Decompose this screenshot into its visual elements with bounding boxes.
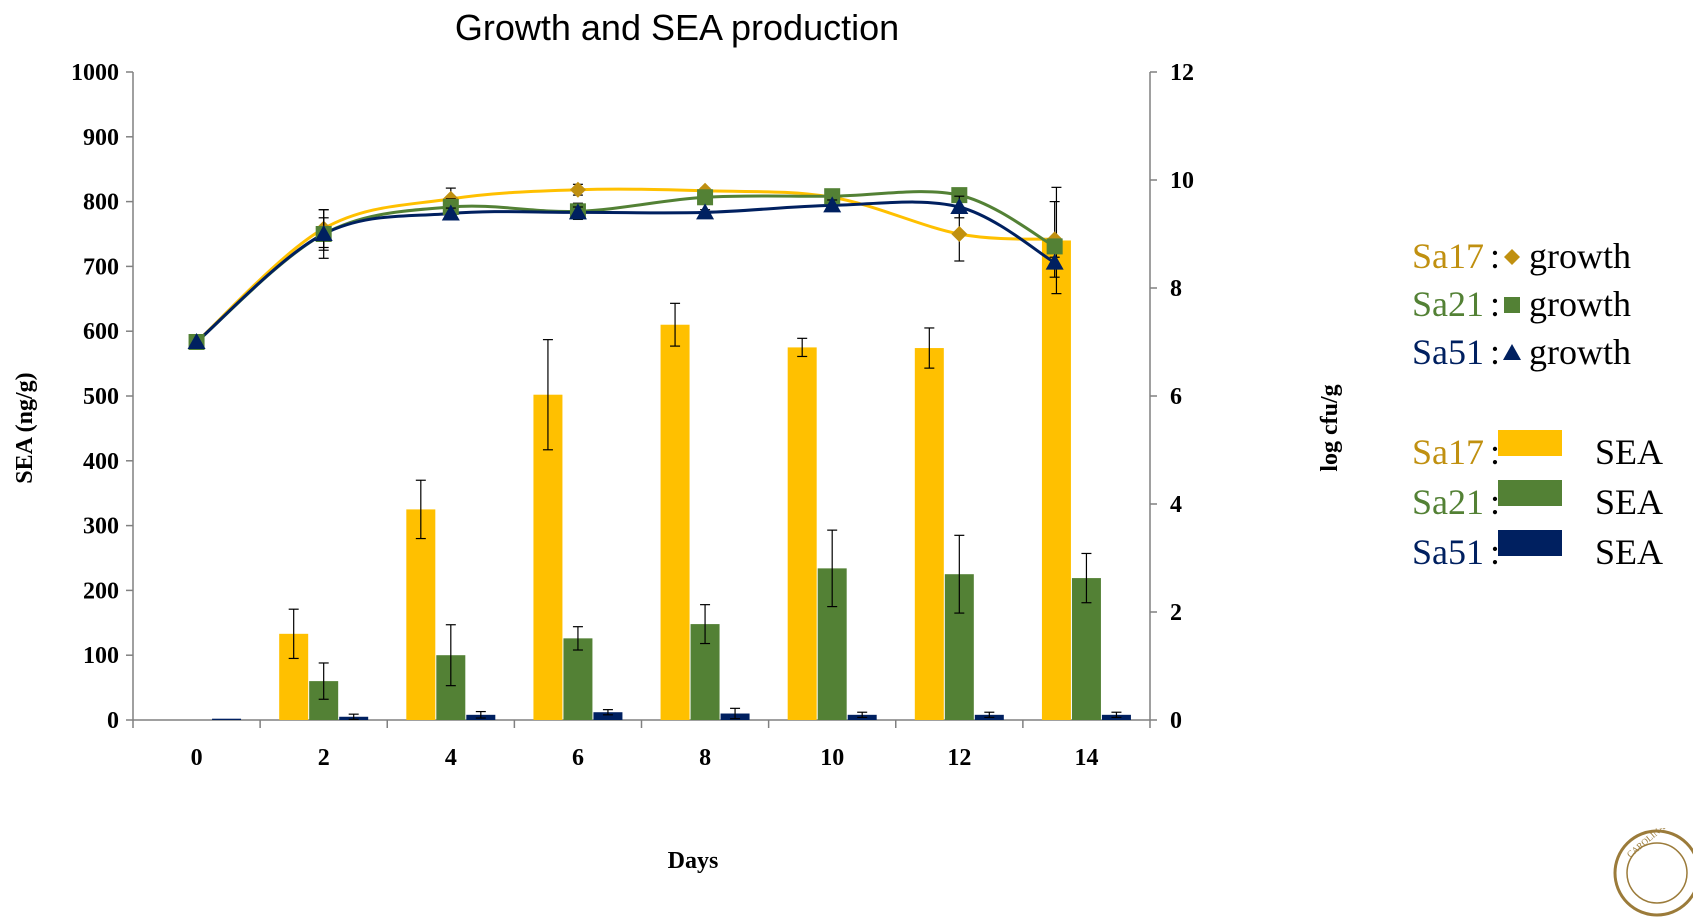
- growth-point-sa51-day13.5: [1045, 253, 1064, 270]
- y-tick-label: 800: [83, 190, 119, 216]
- y-tick-label: 600: [83, 319, 119, 345]
- y-tick-label: 300: [83, 514, 119, 540]
- bar-sa17-day12: [914, 348, 944, 720]
- legend-sea-text: SEA: [1595, 482, 1663, 522]
- y-tick-label: 700: [83, 254, 119, 280]
- legend-growth-text: growth: [1529, 284, 1631, 324]
- x-tick-label: 12: [947, 745, 971, 771]
- legend-sea-name-sa17: Sa17: [1412, 432, 1484, 472]
- legend-growth-text: growth: [1529, 332, 1631, 372]
- x-tick-label: 6: [572, 745, 584, 771]
- growth-point-sa51-day8: [696, 203, 715, 220]
- x-axis-label: Days: [668, 848, 719, 874]
- legend-colon: :: [1490, 332, 1500, 372]
- bar-sa21-day6: [563, 638, 593, 720]
- growth-point-sa21-day13.5: [1046, 238, 1063, 255]
- x-tick-label: 10: [820, 745, 844, 771]
- legend-sea-name-sa51: Sa51: [1412, 532, 1484, 572]
- x-tick-label: 0: [191, 745, 203, 771]
- y-tick-label: 900: [83, 125, 119, 151]
- y2-tick-label: 12: [1170, 60, 1194, 86]
- y2-tick-label: 8: [1170, 276, 1182, 302]
- legend-sea-text: SEA: [1595, 532, 1663, 572]
- legend-growth-name-sa51: Sa51: [1412, 332, 1484, 372]
- y2-tick-label: 2: [1170, 600, 1182, 626]
- y2-tick-label: 6: [1170, 384, 1182, 410]
- growth-point-sa21-day12: [951, 187, 968, 204]
- growth-point-sa21-day8: [697, 189, 714, 206]
- growth-sea-chart: Growth and SEA production 01002003004005…: [12, 7, 1663, 874]
- y-axis-label: SEA (ng/g): [12, 372, 38, 483]
- bar-sa17-day8: [660, 324, 690, 720]
- x-tick-label: 4: [445, 745, 457, 771]
- growth-point-sa51-day12: [950, 198, 969, 214]
- y2-tick-label: 0: [1170, 708, 1182, 734]
- legend-sea-swatch-sa17: [1498, 430, 1562, 456]
- growth-point-sa51-day2: [314, 225, 333, 241]
- growth-point-sa17-day12: [951, 226, 968, 242]
- growth-line-sa21: [195, 190, 1056, 344]
- legend-colon: :: [1490, 236, 1500, 276]
- bar-sa17-day4: [406, 509, 436, 720]
- legend-growth-name-sa17: Sa17: [1412, 236, 1484, 276]
- legend-diamond-marker: [1504, 249, 1520, 265]
- bar-sa51-day0: [212, 718, 242, 720]
- chart-title: Growth and SEA production: [455, 7, 899, 48]
- bar-sa17-day10: [787, 347, 817, 720]
- plot-area: 0100200300400500600700800900100002468101…: [71, 60, 1194, 771]
- legend-sea-name-sa21: Sa21: [1412, 482, 1484, 522]
- growth-point-sa51-day6: [568, 203, 587, 220]
- x-tick-label: 2: [318, 745, 330, 771]
- x-tick-label: 14: [1074, 745, 1098, 771]
- legend-square-marker: [1504, 297, 1520, 313]
- legend-colon: :: [1490, 284, 1500, 324]
- growth-point-sa17-day6: [569, 181, 586, 198]
- legend-sea-text: SEA: [1595, 432, 1663, 472]
- x-tick-label: 8: [699, 745, 711, 771]
- legend-growth-name-sa21: Sa21: [1412, 284, 1484, 324]
- y-tick-label: 0: [107, 708, 119, 734]
- legend: Sa17: growth Sa21: growth Sa51: growth Sa17: SE…: [1412, 236, 1663, 572]
- y2-tick-label: 10: [1170, 168, 1194, 194]
- y-tick-label: 100: [83, 643, 119, 669]
- bar-sa51-day6: [593, 712, 623, 720]
- legend-colon: :: [1490, 532, 1500, 572]
- growth-point-sa51-day10: [823, 196, 842, 213]
- legend-colon: :: [1490, 432, 1500, 472]
- y2-axis-label: log cfu/g: [1317, 384, 1343, 471]
- y-tick-label: 400: [83, 449, 119, 475]
- legend-triangle-marker: [1503, 344, 1521, 360]
- legend-sea-swatch-sa51: [1498, 530, 1562, 556]
- legend-growth-text: growth: [1529, 236, 1631, 276]
- legend-colon: :: [1490, 482, 1500, 522]
- y-tick-label: 200: [83, 578, 119, 604]
- university-seal-logo: CAROLINA: [1613, 828, 1693, 917]
- y2-tick-label: 4: [1170, 492, 1182, 518]
- y-tick-label: 500: [83, 384, 119, 410]
- legend-sea-swatch-sa21: [1498, 480, 1562, 506]
- y-tick-label: 1000: [71, 60, 119, 86]
- growth-point-sa51-day0: [187, 333, 206, 349]
- bar-sa17-day14: [1041, 240, 1071, 721]
- growth-point-sa51-day4: [441, 204, 460, 221]
